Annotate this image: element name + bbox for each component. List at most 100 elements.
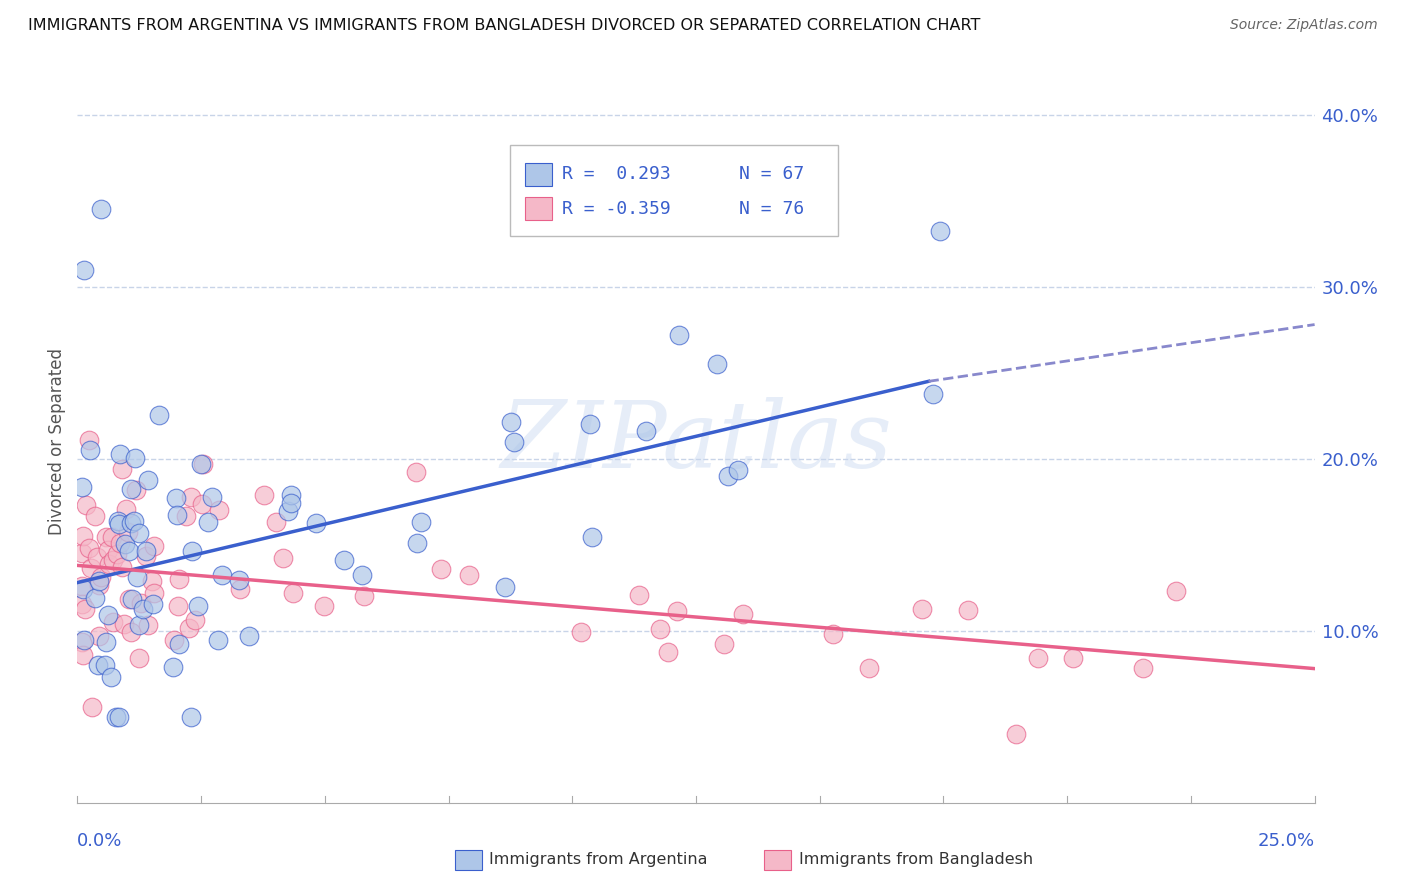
Text: N = 67: N = 67 (740, 165, 804, 183)
Point (105, 710, 128, 724)
Point (79, 443, 101, 458)
Point (163, 632, 186, 647)
Point (84, 591, 107, 606)
Point (665, 604, 688, 618)
Point (103, 615, 125, 629)
Point (238, 629, 260, 643)
Point (86, 550, 108, 565)
Point (706, 358, 728, 372)
Point (94, 530, 117, 544)
Point (120, 483, 142, 497)
Point (229, 582, 252, 596)
Point (111, 462, 134, 476)
Point (120, 625, 142, 640)
Point (281, 585, 304, 599)
Point (713, 637, 735, 651)
Point (352, 568, 374, 582)
Bar (526, 162, 553, 186)
Point (75, 498, 97, 512)
Point (72, 648, 94, 663)
Point (87, 574, 110, 588)
Point (101, 530, 124, 544)
Point (128, 651, 150, 665)
Point (569, 624, 592, 639)
Point (494, 580, 516, 594)
Point (129, 596, 152, 610)
Text: N = 76: N = 76 (740, 200, 804, 218)
Point (280, 488, 302, 502)
Point (142, 597, 165, 611)
Point (77, 434, 100, 448)
Point (201, 490, 224, 504)
Point (458, 568, 481, 582)
Point (135, 543, 157, 558)
Text: IMMIGRANTS FROM ARGENTINA VS IMMIGRANTS FROM BANGLADESH DIVORCED OR SEPARATED CO: IMMIGRANTS FROM ARGENTINA VS IMMIGRANTS … (28, 18, 980, 33)
Point (142, 585, 165, 599)
Point (107, 517, 129, 532)
Point (128, 525, 150, 540)
Text: Immigrants from Bangladesh: Immigrants from Bangladesh (799, 852, 1033, 867)
Point (657, 645, 679, 659)
Point (648, 622, 671, 636)
Point (90, 570, 112, 584)
Point (89, 629, 111, 643)
Point (228, 573, 250, 587)
Point (87, 658, 110, 673)
Point (72, 635, 94, 649)
Point (77, 541, 100, 555)
Point (406, 536, 429, 550)
Point (136, 473, 159, 487)
Point (1028, 651, 1050, 665)
Point (271, 550, 294, 565)
Point (208, 503, 231, 517)
Point (118, 591, 141, 606)
Point (72, 597, 94, 611)
Point (430, 562, 453, 576)
Point (72, 579, 94, 593)
Point (97, 543, 120, 558)
Point (716, 469, 738, 483)
Point (98, 557, 121, 571)
Point (121, 591, 143, 606)
Point (112, 616, 135, 631)
Text: Source: ZipAtlas.com: Source: ZipAtlas.com (1230, 18, 1378, 32)
Point (180, 543, 202, 558)
Point (409, 515, 432, 529)
Text: 0.0%: 0.0% (77, 831, 122, 850)
Point (72, 546, 94, 560)
Point (166, 508, 188, 523)
Point (264, 516, 287, 530)
Point (125, 483, 148, 498)
Point (142, 539, 165, 553)
Point (124, 450, 146, 465)
Point (911, 602, 934, 616)
Point (823, 627, 845, 641)
Point (579, 417, 602, 431)
Point (184, 613, 207, 627)
Point (1062, 650, 1084, 665)
Point (280, 495, 302, 509)
Point (72, 582, 94, 596)
Point (127, 570, 149, 584)
Point (858, 661, 880, 675)
Point (108, 536, 131, 550)
Point (353, 589, 375, 603)
Point (333, 552, 356, 566)
Bar (763, 850, 792, 870)
Point (187, 599, 209, 613)
Point (100, 670, 122, 684)
Text: Immigrants from Argentina: Immigrants from Argentina (489, 852, 707, 867)
Point (174, 508, 197, 523)
Point (405, 465, 427, 479)
Point (1164, 584, 1187, 599)
Point (167, 573, 190, 587)
Point (167, 637, 190, 651)
Point (111, 559, 134, 574)
Point (73, 262, 96, 277)
Point (94, 658, 117, 673)
Point (197, 516, 219, 530)
Point (162, 660, 184, 674)
Point (94, 635, 117, 649)
Point (135, 549, 157, 564)
Point (108, 710, 131, 724)
